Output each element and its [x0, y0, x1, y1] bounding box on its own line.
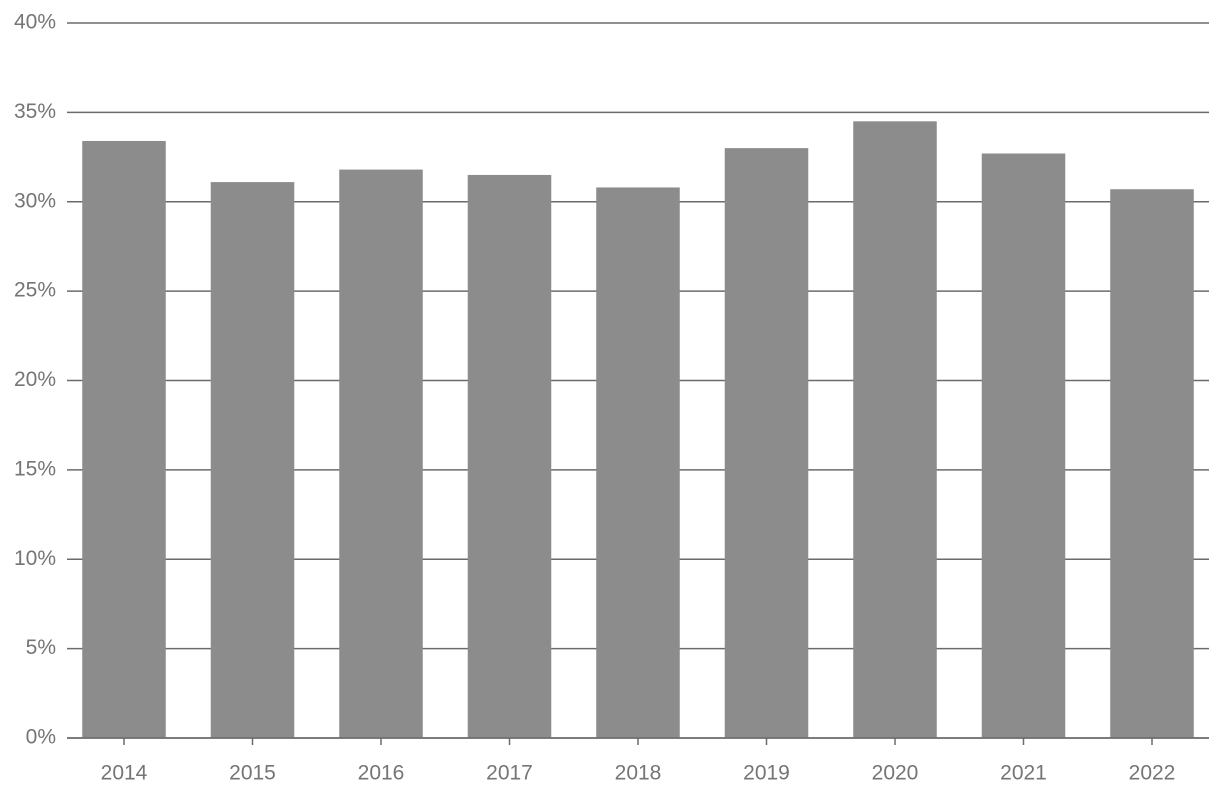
y-tick-label: 10% — [14, 547, 56, 570]
y-tick-label: 40% — [14, 11, 56, 34]
x-tick-label: 2015 — [229, 762, 276, 785]
y-tick-label: 15% — [14, 457, 56, 480]
x-tick-label: 2020 — [872, 762, 919, 785]
y-tick-label: 25% — [14, 279, 56, 302]
bar — [981, 153, 1066, 739]
x-tick-label: 2016 — [358, 762, 405, 785]
y-tick-label: 5% — [26, 636, 56, 659]
y-tick-label: 30% — [14, 189, 56, 212]
bar — [210, 182, 295, 738]
x-tick-label: 2017 — [486, 762, 533, 785]
bar — [82, 140, 166, 739]
x-tick-label: 2022 — [1129, 762, 1176, 785]
bar — [853, 121, 937, 738]
bar — [596, 187, 680, 738]
y-tick-label: 20% — [14, 368, 56, 391]
y-tick-label: 35% — [14, 100, 56, 123]
bar — [339, 169, 423, 738]
x-tick-label: 2021 — [1000, 762, 1047, 785]
bar — [1110, 189, 1194, 739]
x-tick-label: 2018 — [615, 762, 662, 785]
x-tick-label: 2014 — [101, 762, 148, 785]
x-tick-label: 2019 — [743, 762, 790, 785]
y-tick-label: 0% — [26, 726, 56, 749]
bar — [724, 148, 809, 738]
bar — [467, 174, 552, 738]
